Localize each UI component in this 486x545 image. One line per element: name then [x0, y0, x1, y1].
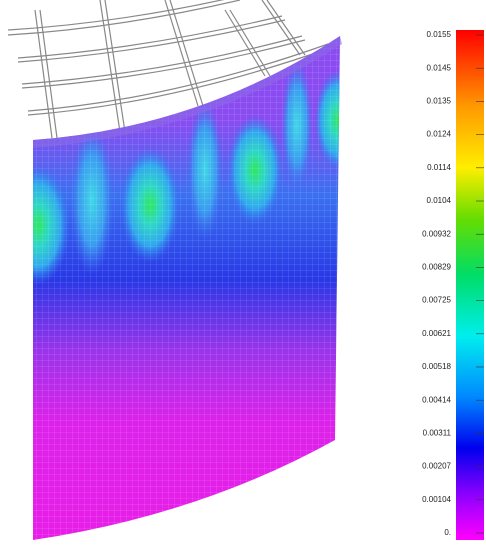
scale-label: 0.00829	[422, 263, 451, 272]
legend: 0.0155 0.0145 0.0135 0.0124 0.0114 0.0104 0.00…	[422, 30, 484, 537]
contour-panel	[33, 36, 340, 540]
scale-label: 0.0104	[427, 196, 452, 205]
scale-label: 0.0135	[427, 97, 452, 106]
scale-label: 0.00207	[422, 462, 451, 471]
color-scale	[456, 30, 484, 540]
scale-label: 0.00932	[422, 229, 451, 238]
frame	[7, 0, 331, 139]
scale-label: 0.0114	[427, 163, 451, 172]
scale-label: 0.0124	[427, 130, 452, 139]
scale-label: 0.00725	[422, 296, 451, 305]
scale-label: 0.00621	[422, 329, 451, 338]
scale-label: 0.00518	[422, 362, 451, 371]
scale-label: 0.00414	[422, 395, 451, 404]
scale-label: 0.00104	[422, 495, 451, 504]
scale-label: 0.00311	[423, 429, 452, 438]
scale-label: 0.0145	[427, 63, 452, 72]
scale-label: 0.0155	[427, 30, 452, 39]
scale-label: 0.	[444, 528, 451, 537]
